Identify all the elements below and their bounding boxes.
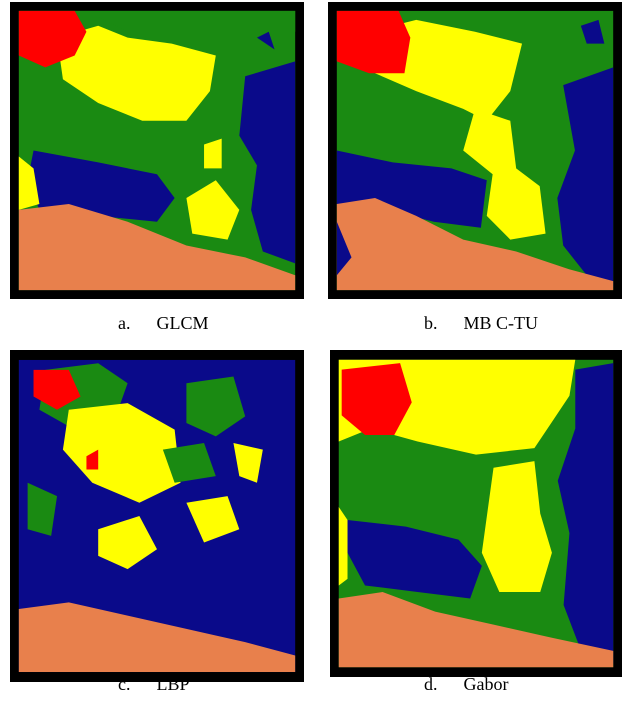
caption: a. GLCM	[118, 313, 209, 334]
caption-name: MB C-TU	[464, 313, 539, 333]
figure: a.GLCM b.MB C-TU c.LBP d.Gabor (() => { …	[0, 0, 624, 706]
caption: b. MB C-TU	[424, 313, 538, 334]
segmentation-map	[10, 2, 304, 299]
segmentation-map	[10, 350, 304, 682]
caption-letter: d.	[424, 674, 438, 694]
caption: d. Gabor	[424, 674, 508, 695]
caption-name: LBP	[157, 674, 190, 694]
caption-name: GLCM	[157, 313, 209, 333]
caption-name: Gabor	[464, 674, 509, 694]
caption: c. LBP	[118, 674, 190, 695]
caption-letter: b.	[424, 313, 438, 333]
segmentation-map	[328, 2, 622, 299]
caption-letter: c.	[118, 674, 131, 694]
caption-letter: a.	[118, 313, 131, 333]
segmentation-map	[330, 350, 622, 677]
